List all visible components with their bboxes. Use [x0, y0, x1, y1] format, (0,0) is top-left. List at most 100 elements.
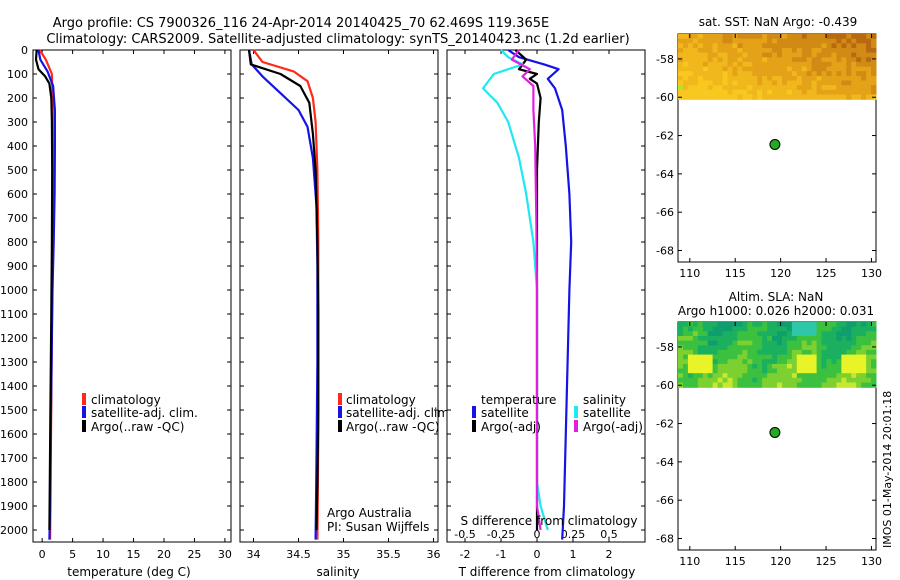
heatmap-cell [856, 89, 862, 96]
heatmap-cell [861, 331, 867, 337]
heatmap-cell [836, 377, 842, 384]
heatmap-cell [678, 331, 684, 337]
legend-label-argo: Argo(..raw -QC) [346, 420, 439, 434]
heatmap-cell [702, 66, 709, 72]
heatmap-cell [777, 38, 783, 44]
heatmap-cell [692, 331, 699, 337]
heatmap-cell [856, 359, 862, 365]
heatmap-cell [727, 52, 733, 58]
heatmap-cell [861, 48, 867, 54]
heatmap-cell [871, 326, 877, 332]
salinity-panel: 34 34.5 35 35.5 36 salinity climatology sate… [239, 49, 453, 579]
heatmap-cell [692, 349, 699, 356]
heatmap-cell [836, 340, 842, 346]
heatmap-cell [786, 336, 793, 342]
heatmap-cell [856, 71, 862, 77]
heatmap-cell [702, 363, 709, 370]
heatmap-cell [707, 354, 714, 360]
heatmap-cell [707, 85, 714, 91]
heatmap-cell [702, 322, 709, 328]
heatmap-cell [752, 57, 758, 63]
heatmap-cell [742, 34, 748, 40]
heatmap-cell [762, 48, 768, 54]
heatmap-cell [861, 340, 867, 346]
heatmap-cell [811, 34, 818, 40]
heatmap-cell [826, 373, 832, 379]
heatmap-cell [732, 38, 738, 44]
heatmap-cell [841, 354, 847, 360]
heatmap-cell [742, 61, 748, 68]
heatmap-cell [717, 43, 724, 49]
heatmap-cell [811, 75, 818, 82]
heatmap-cell [727, 340, 733, 346]
heatmap-cell [687, 331, 694, 337]
heatmap-cell [717, 359, 724, 365]
heatmap-cell [742, 85, 748, 91]
heatmap-cell [846, 368, 852, 374]
heatmap-cell [866, 368, 872, 374]
heatmap-cell [777, 359, 783, 365]
heatmap-cell [687, 34, 694, 40]
heatmap-cell [786, 34, 793, 40]
heatmap-cell [762, 34, 768, 40]
heatmap-cell [762, 326, 768, 332]
heatmap-cell [762, 57, 768, 63]
depth-tick-label: 500 [7, 164, 28, 177]
heatmap-cell [796, 66, 803, 72]
heatmap-cell [757, 34, 763, 40]
legend-label-satellite-s: satellite [583, 406, 631, 420]
heatmap-cell [856, 382, 862, 388]
heatmap-cell [757, 326, 763, 332]
heatmap-cell [871, 349, 877, 356]
heatmap-cell [851, 326, 857, 332]
lat-tick-label: -62 [656, 130, 674, 143]
heatmap-cell [826, 66, 832, 72]
heatmap-cell [737, 38, 743, 44]
heatmap-cell [861, 363, 867, 370]
s-tick-label: 0.25 [561, 528, 586, 541]
heatmap-cell [683, 373, 689, 379]
heatmap-cell [811, 363, 818, 370]
heatmap-cell [772, 345, 778, 351]
heatmap-cell [697, 322, 704, 328]
heatmap-cell [772, 66, 778, 72]
heatmap-cell [836, 66, 842, 72]
heatmap-cell [762, 80, 768, 86]
heatmap-cell [831, 373, 837, 379]
heatmap-cell [712, 377, 719, 384]
heatmap-cell [826, 340, 832, 346]
heatmap-cell [831, 34, 837, 40]
legend-label-climatology: climatology [346, 393, 416, 407]
heatmap-cell [697, 382, 704, 388]
heatmap-cell [777, 382, 783, 388]
heatmap-cell [846, 359, 852, 365]
heatmap-cell [737, 66, 743, 72]
heatmap-cell [796, 349, 803, 356]
heatmap-cell [841, 80, 847, 86]
heatmap-cell [762, 89, 768, 96]
heatmap-cell [757, 363, 763, 370]
heatmap-cell [796, 322, 803, 328]
heatmap-cell [856, 336, 862, 342]
heatmap-cell [712, 340, 719, 346]
heatmap-cell [786, 377, 793, 384]
heatmap-cell [851, 38, 857, 44]
heatmap-cell [821, 48, 827, 54]
heatmap-cell [678, 80, 684, 86]
heatmap-cell [801, 66, 808, 72]
heatmap-cell [777, 354, 783, 360]
heatmap-cell [702, 38, 709, 44]
heatmap-cell [727, 331, 733, 337]
heatmap-cell [732, 75, 738, 82]
heatmap-cell [772, 43, 778, 49]
heatmap-cell [717, 75, 724, 82]
salinity-x-axis: 34 34.5 35 35.5 36 [247, 50, 441, 561]
heatmap-cell [722, 52, 728, 58]
heatmap-cell [811, 322, 818, 328]
heatmap-cell [856, 349, 862, 356]
depth-tick-label: 200 [7, 92, 28, 105]
heatmap-cell [692, 94, 699, 100]
difference-panel: -2 -1 0 1 2 -0.5 -0.25 0 0.25 0.5 S difference f… [446, 49, 646, 579]
heatmap-cell [816, 340, 823, 346]
heatmap-cell [707, 94, 714, 100]
